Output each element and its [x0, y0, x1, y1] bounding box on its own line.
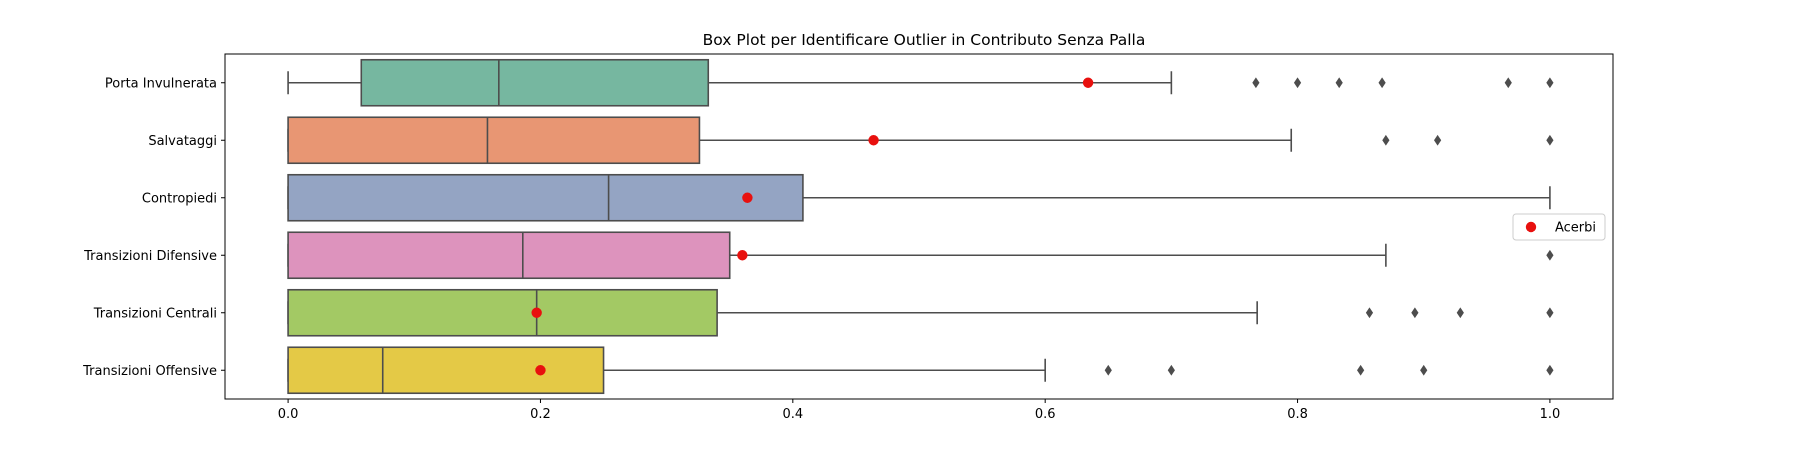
box-group: [287, 231, 1554, 280]
outlier-point: [1504, 77, 1512, 89]
legend-box: [1512, 213, 1606, 241]
plot-frame: [224, 53, 1614, 400]
outlier-point: [1434, 134, 1442, 146]
box: [287, 346, 605, 395]
outlier-point: [1546, 134, 1554, 146]
highlight-point: [868, 135, 879, 146]
x-tick-label: 0.8: [1287, 407, 1308, 422]
outlier-point: [1293, 77, 1302, 89]
y-tick-label: Salvataggi: [148, 134, 217, 149]
x-tick-label: 0.2: [530, 407, 551, 422]
legend-label: Acerbi: [1555, 221, 1596, 236]
x-tick-label: 0.6: [1035, 407, 1056, 422]
outlier-point: [1252, 77, 1260, 89]
highlight-point: [531, 307, 542, 318]
x-tick-label: 1.0: [1540, 407, 1561, 422]
box: [287, 231, 731, 280]
box: [360, 58, 710, 107]
outlier-point: [1546, 364, 1554, 376]
y-tick-label: Transizioni Difensive: [83, 249, 217, 264]
outlier-point: [1167, 364, 1175, 376]
outlier-point: [1357, 364, 1365, 376]
x-tick-label: 0.0: [278, 407, 299, 422]
y-tick-label: Transizioni Offensive: [82, 364, 217, 379]
highlight-point: [1082, 77, 1094, 88]
outlier-point: [1546, 307, 1554, 319]
highlight-point: [535, 365, 546, 376]
outlier-point: [1546, 77, 1554, 89]
outlier-point: [1335, 77, 1343, 89]
box: [287, 173, 804, 222]
y-tick-label: Porta Invulnerata: [105, 76, 217, 91]
outlier-point: [1546, 249, 1554, 261]
box-group: [287, 346, 1554, 395]
legend: Acerbi: [1512, 213, 1606, 241]
box: [287, 288, 718, 337]
outlier-point: [1420, 364, 1428, 376]
box: [287, 116, 701, 165]
highlight-point: [742, 192, 753, 203]
outlier-point: [1382, 134, 1390, 146]
box-group: [287, 288, 1554, 337]
box-group: [287, 173, 1551, 222]
y-tick-label: Contropiedi: [142, 191, 217, 206]
plot-area: Porta Invulnerata Salvataggi Contropiedi Tr…: [82, 58, 1561, 422]
y-tick-label: Transizioni Centrali: [93, 306, 217, 321]
legend-marker: [1525, 221, 1537, 233]
outlier-point: [1456, 307, 1464, 319]
box-group: [287, 58, 1554, 107]
outlier-point: [1365, 307, 1374, 319]
x-tick-label: 0.4: [782, 407, 803, 422]
box-group: [287, 116, 1554, 165]
outlier-point: [1378, 77, 1386, 89]
highlight-point: [737, 250, 748, 261]
chart-title: Box Plot per Identificare Outlier in Con…: [703, 31, 1146, 49]
outlier-point: [1104, 364, 1112, 376]
outlier-point: [1411, 307, 1419, 319]
